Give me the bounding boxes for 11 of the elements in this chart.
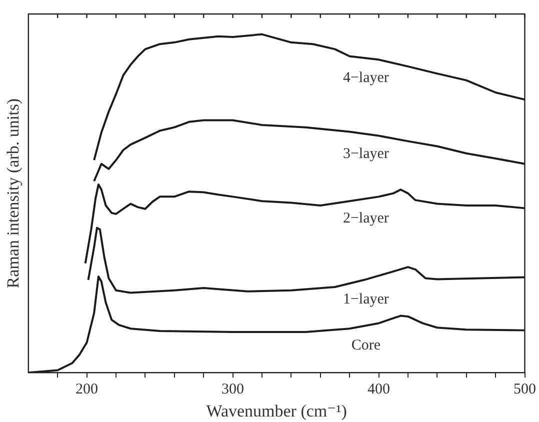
x-tick-label: 300 — [222, 382, 244, 398]
x-tick-label: 400 — [368, 382, 390, 398]
series-label: 4−layer — [342, 70, 389, 86]
x-axis-title: Wavenumber (cm⁻¹) — [206, 401, 347, 420]
series-label: 2−layer — [342, 210, 389, 227]
series-label: Core — [351, 338, 381, 354]
series-label: 3−layer — [342, 146, 389, 162]
x-tick-label: 500 — [514, 382, 536, 398]
x-tick-label: 200 — [76, 382, 98, 398]
y-axis-title: Raman intensity (arb. units) — [4, 98, 23, 288]
series-label: 1−layer — [342, 291, 389, 308]
